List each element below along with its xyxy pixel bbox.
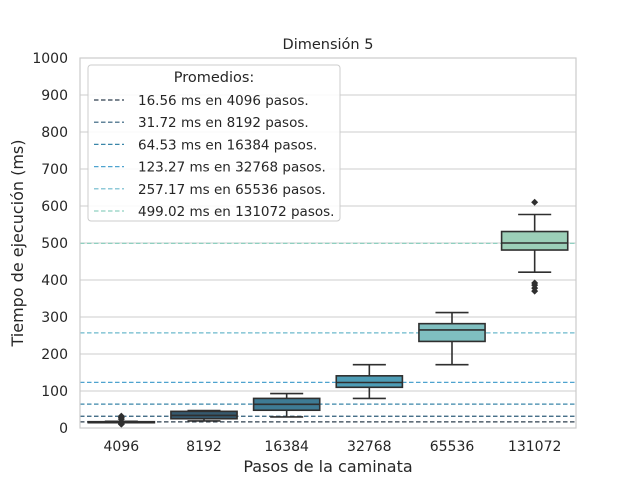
legend-title: Promedios:: [174, 70, 255, 86]
legend-frame: [87, 64, 341, 222]
x-tick-label: 4096: [104, 439, 140, 455]
chart-title: Dimensión 5: [283, 37, 374, 53]
outlier-point: [117, 412, 125, 420]
y-tick-label: 300: [41, 310, 68, 326]
box-plots: [87, 198, 569, 428]
x-tick-label: 8192: [186, 439, 222, 455]
box-iqr: [500, 230, 569, 251]
box-plot-4096: [87, 412, 156, 428]
legend-label: 64.53 ms en 16384 pasos.: [138, 137, 317, 153]
y-tick-label: 500: [41, 236, 68, 252]
box-iqr: [335, 375, 404, 389]
x-tick-labels: 4096 8192 16384 32768 65536 131072: [104, 439, 562, 455]
box-plot-32768: [335, 363, 404, 400]
box-plot-8192: [170, 409, 238, 422]
box-plot-131072: [500, 198, 569, 295]
y-tick-label: 400: [41, 273, 68, 289]
x-axis-title: Pasos de la caminata: [243, 457, 412, 476]
y-tick-label: 1000: [32, 51, 68, 67]
box-iqr: [418, 322, 486, 343]
y-tick-labels: 0 100 200 300 400 500 600 700 800 900 1000: [32, 51, 68, 437]
x-tick-label: 65536: [430, 439, 475, 455]
legend-label: 31.72 ms en 8192 pasos.: [138, 115, 309, 131]
y-axis-title: Tiempo de ejecución (ms): [8, 139, 27, 347]
legend-label: 123.27 ms en 32768 pasos.: [138, 160, 326, 176]
x-tick-label: 131072: [508, 439, 561, 455]
x-tick-label: 16384: [264, 439, 309, 455]
y-tick-label: 0: [59, 421, 68, 437]
legend-items: 16.56 ms en 4096 pasos. 31.72 ms en 8192 …: [94, 93, 334, 220]
x-tick-label: 32768: [347, 439, 392, 455]
y-tick-label: 700: [41, 162, 68, 178]
legend: Promedios: 16.56 ms en 4096 pasos. 31.72 …: [87, 64, 341, 222]
y-tick-label: 200: [41, 347, 68, 363]
plot-border: [79, 57, 577, 429]
outlier-point: [531, 198, 539, 206]
legend-label: 257.17 ms en 65536 pasos.: [138, 182, 326, 198]
y-tick-label: 800: [41, 125, 68, 141]
outlier-point: [117, 420, 125, 428]
y-tick-label: 900: [41, 88, 68, 104]
y-tick-label: 100: [41, 384, 68, 400]
average-lines: [80, 242, 576, 423]
box-plot-16384: [252, 392, 321, 418]
y-tick-label: 600: [41, 199, 68, 215]
outlier-point: [531, 279, 539, 287]
legend-label: 16.56 ms en 4096 pasos.: [138, 93, 309, 109]
legend-label: 499.02 ms en 131072 pasos.: [138, 204, 334, 220]
box-plot-65536: [418, 311, 486, 366]
